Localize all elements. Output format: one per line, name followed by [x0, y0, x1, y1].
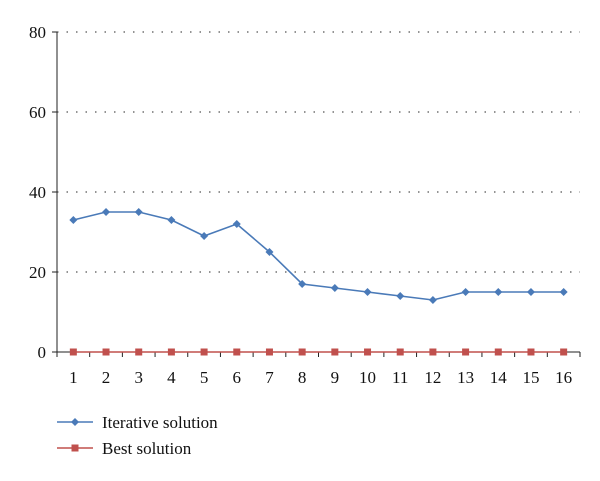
x-tick-label: 6	[233, 368, 242, 387]
legend-label: Iterative solution	[102, 413, 218, 432]
legend-marker	[71, 444, 79, 452]
y-tick-label: 80	[29, 23, 46, 42]
data-point	[102, 208, 111, 216]
series-layer	[69, 208, 568, 356]
data-point	[69, 348, 77, 356]
data-point	[298, 280, 307, 288]
data-point	[167, 348, 175, 356]
data-point	[428, 296, 437, 304]
x-tick-label: 11	[392, 368, 408, 387]
data-point	[494, 348, 502, 356]
legend: Iterative solution Best solution	[57, 413, 218, 458]
y-tick-labels: 0 20 40 60 80	[29, 23, 57, 362]
data-point	[102, 348, 110, 356]
x-tick-label: 5	[200, 368, 209, 387]
data-point	[527, 348, 535, 356]
x-tick-label: 13	[457, 368, 474, 387]
x-tick-label: 7	[265, 368, 274, 387]
data-point	[331, 348, 339, 356]
x-tick-label: 10	[359, 368, 376, 387]
data-point	[232, 220, 241, 228]
x-tick-label: 3	[134, 368, 143, 387]
data-point	[233, 348, 241, 356]
x-tick-label: 12	[424, 368, 441, 387]
data-point	[461, 288, 470, 296]
series-1	[69, 208, 568, 304]
x-tick-label: 2	[102, 368, 111, 387]
x-tick-label: 14	[490, 368, 508, 387]
data-point	[364, 348, 372, 356]
data-point	[69, 216, 78, 224]
data-point	[167, 216, 176, 224]
legend-item: Best solution	[57, 439, 192, 458]
y-tick-label: 0	[38, 343, 47, 362]
x-tick-label: 8	[298, 368, 307, 387]
x-tick-label: 16	[555, 368, 572, 387]
data-point	[200, 348, 208, 356]
data-point	[494, 288, 503, 296]
x-tick-label: 4	[167, 368, 176, 387]
x-tick-label: 15	[522, 368, 539, 387]
data-point	[396, 292, 405, 300]
x-tick-label: 9	[331, 368, 340, 387]
data-point	[396, 348, 404, 356]
data-point	[265, 248, 274, 256]
legend-marker	[71, 418, 79, 426]
axes	[56, 32, 580, 353]
data-point	[135, 348, 143, 356]
x-tick-label: 1	[69, 368, 78, 387]
data-point	[200, 232, 209, 240]
data-point	[298, 348, 306, 356]
data-point	[363, 288, 372, 296]
x-tick-labels: 1 2 3 4 5 6 7 8 9 10 11 12 13 14 15 16	[56, 352, 581, 387]
y-tick-label: 40	[29, 183, 46, 202]
legend-item: Iterative solution	[57, 413, 218, 432]
y-tick-label: 20	[29, 263, 46, 282]
legend-label: Best solution	[102, 439, 192, 458]
data-point	[526, 288, 535, 296]
data-point	[462, 348, 470, 356]
series-line	[73, 211, 564, 301]
data-point	[134, 208, 143, 216]
data-point	[560, 348, 568, 356]
data-point	[265, 348, 273, 356]
data-point	[330, 284, 339, 292]
series-2	[69, 348, 568, 356]
data-point	[559, 288, 568, 296]
data-point	[429, 348, 437, 356]
grid-lines	[57, 31, 580, 273]
y-tick-label: 60	[29, 103, 46, 122]
